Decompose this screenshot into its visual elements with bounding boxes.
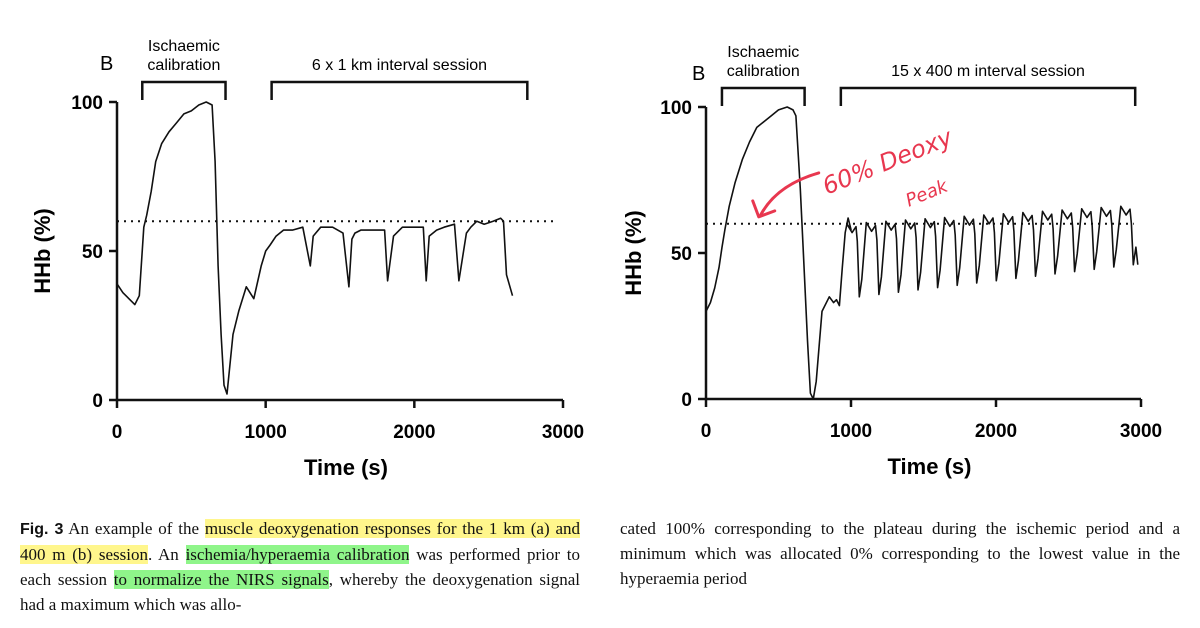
bracket-label: Ischaemic	[148, 38, 220, 55]
y-tick-label: 0	[681, 390, 692, 411]
caption-text-left: An example of the muscle deoxygenation r…	[20, 519, 581, 614]
caption-text-right: cated 100% corresponding to the plateau …	[620, 519, 1180, 588]
caption-segment: An example of the	[63, 519, 205, 538]
panel-letter: B	[692, 63, 705, 85]
y-tick-label: 50	[82, 242, 103, 263]
caption-segment: , whereby the deoxygenation signal had a…	[20, 570, 580, 614]
x-tick-label: 0	[112, 422, 123, 443]
bracket-label: 15 x 400 m interval session	[891, 63, 1085, 80]
bracket-label: calibration	[727, 63, 800, 80]
series-line	[116, 101, 514, 395]
interval-bracket	[839, 86, 1137, 106]
x-tick-label: 1000	[245, 422, 287, 443]
y-tick-label: 100	[71, 93, 103, 114]
y-tick-label: 50	[671, 244, 692, 265]
x-tick-label: 2000	[393, 422, 435, 443]
y-tick-label: 100	[660, 98, 692, 119]
bracket-label: 6 x 1 km interval session	[312, 57, 487, 74]
annotation-arrow	[759, 171, 821, 217]
x-tick-label: 0	[701, 421, 712, 442]
caption-segment: was performed prior to each session	[20, 545, 580, 589]
y-axis-label: HHb (%)	[30, 208, 55, 294]
x-axis-label: Time (s)	[888, 454, 972, 479]
x-tick-label: 3000	[1120, 421, 1162, 442]
x-tick-label: 2000	[975, 421, 1017, 442]
x-axis-label: Time (s)	[304, 455, 388, 480]
interval-bracket	[141, 80, 227, 100]
figure-label: Fig. 3	[20, 521, 64, 538]
annotation-arrowhead	[751, 199, 777, 219]
bracket-label: calibration	[147, 57, 220, 74]
x-tick-label: 3000	[542, 422, 584, 443]
series-line	[705, 106, 1139, 400]
figure-caption-right: cated 100% corresponding to the plateau …	[620, 516, 1180, 591]
interval-bracket	[270, 80, 529, 100]
y-tick-label: 0	[92, 391, 103, 412]
figure-caption-left: Fig. 3 An example of the muscle deoxygen…	[20, 516, 581, 617]
annotation-text: Peak	[903, 175, 953, 211]
interval-bracket	[720, 86, 806, 106]
bracket-label: Ischaemic	[727, 44, 799, 61]
caption-highlight-green: ischemia/hyperaemia calibration	[185, 545, 410, 564]
x-tick-label: 1000	[830, 421, 872, 442]
caption-segment: . An	[147, 545, 186, 564]
y-axis-label: HHb (%)	[621, 210, 646, 296]
caption-highlight-green: to normalize the NIRS signals	[113, 570, 329, 589]
panel-letter: B	[100, 53, 113, 75]
